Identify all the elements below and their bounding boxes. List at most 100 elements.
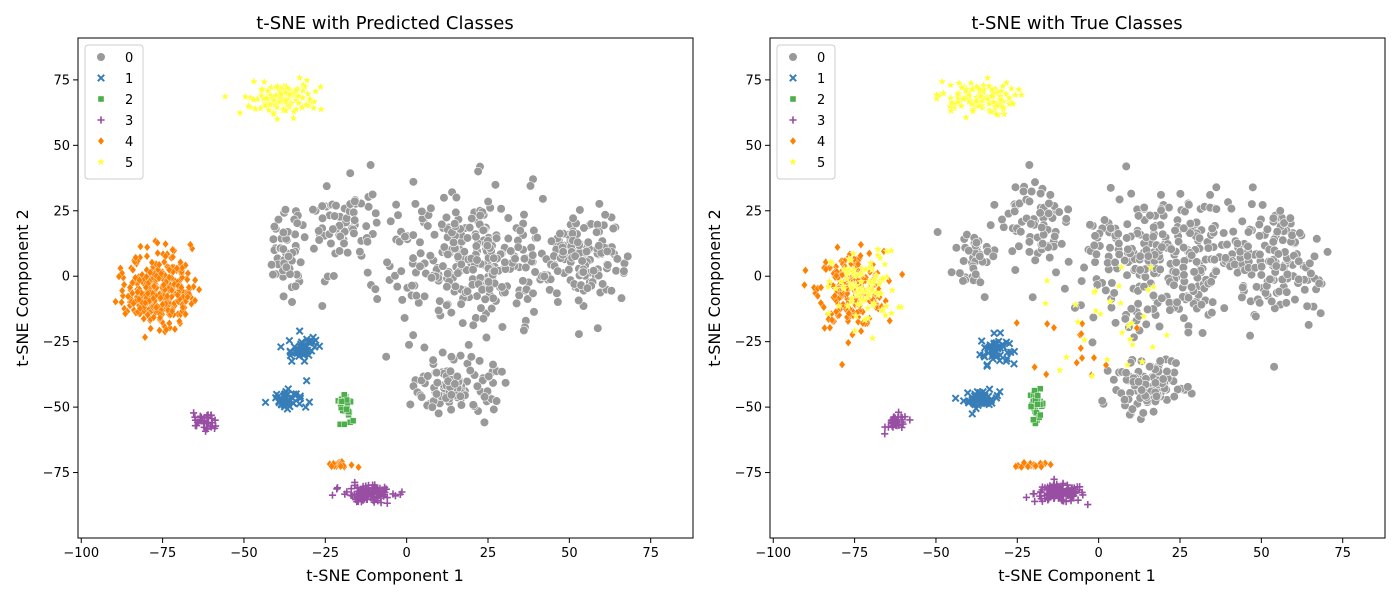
data-point-class-0: [1024, 160, 1034, 170]
data-point-class-0: [1107, 278, 1117, 288]
data-point-class-5: [961, 112, 971, 122]
data-point-class-5: [939, 88, 948, 97]
data-point-class-2: [1037, 411, 1044, 419]
data-point-class-0: [602, 246, 612, 256]
data-point-class-0: [1322, 247, 1333, 257]
data-point-class-0: [396, 266, 406, 276]
data-point-class-3: [1054, 489, 1062, 497]
data-point-class-0: [1016, 227, 1026, 237]
data-point-class-0: [1189, 267, 1199, 277]
data-point-class-4: [148, 258, 156, 267]
data-point-class-0: [468, 320, 478, 330]
data-point-class-0: [322, 181, 332, 191]
data-point-class-0: [278, 227, 289, 238]
data-point-class-4: [120, 280, 128, 289]
data-point-class-0: [480, 294, 490, 304]
data-point-class-0: [1148, 407, 1159, 417]
legend-label: 5: [817, 156, 825, 171]
data-point-class-0: [951, 243, 961, 253]
data-point-class-4: [854, 317, 862, 327]
data-point-class-0: [997, 214, 1007, 225]
data-point-class-0: [1208, 297, 1218, 307]
data-point-class-3: [1058, 497, 1067, 505]
data-point-class-2: [343, 405, 350, 413]
data-point-class-4: [1013, 318, 1021, 328]
data-point-class-0: [483, 197, 493, 207]
data-point-class-0: [575, 205, 585, 215]
x-tick-label: −25: [312, 546, 339, 561]
data-point-class-0: [1064, 257, 1074, 267]
data-point-class-0: [608, 223, 618, 234]
data-point-class-5: [831, 283, 841, 293]
data-point-class-3: [211, 422, 220, 430]
data-point-class-0: [326, 238, 336, 249]
data-point-class-1: [985, 385, 994, 394]
data-point-class-5: [887, 285, 897, 295]
data-point-class-0: [331, 201, 341, 211]
data-point-class-4: [826, 323, 834, 333]
data-point-class-5: [839, 281, 848, 291]
data-point-class-0: [362, 237, 373, 247]
data-point-class-0: [1183, 382, 1193, 392]
data-point-class-5: [826, 257, 836, 266]
data-point-class-5: [272, 81, 282, 91]
legend: 0 1 2 3 4 5: [776, 44, 836, 180]
data-point-class-5: [996, 86, 1006, 95]
data-point-class-0: [349, 228, 359, 238]
data-point-class-5: [882, 301, 891, 310]
data-point-class-0: [370, 284, 380, 294]
data-point-class-4: [134, 287, 142, 297]
data-point-class-4: [187, 299, 195, 309]
data-point-class-3: [192, 416, 200, 424]
data-point-class-0: [518, 276, 528, 286]
data-point-class-0: [349, 207, 359, 218]
data-point-class-3: [352, 495, 360, 504]
data-point-class-5: [1070, 299, 1080, 309]
data-point-class-0: [1103, 366, 1113, 376]
legend-marker-2: [97, 95, 105, 103]
data-point-class-0: [589, 266, 599, 276]
y-axis-ticks: −75 −50 −25 0 25 50 75: [43, 73, 78, 481]
data-point-class-5: [1002, 78, 1011, 87]
data-point-class-0: [558, 247, 568, 257]
data-point-class-5: [971, 96, 981, 105]
y-tick-label: 75: [745, 73, 762, 88]
legend-marker-5: [96, 157, 106, 166]
data-point-class-5: [264, 105, 274, 114]
data-point-class-1: [315, 342, 324, 351]
data-point-class-0: [1171, 267, 1181, 277]
data-point-class-5: [882, 272, 892, 281]
data-point-class-0: [1274, 286, 1284, 297]
data-point-class-0: [980, 292, 990, 302]
data-point-class-0: [1254, 231, 1265, 241]
data-point-class-0: [308, 205, 318, 215]
data-point-class-0: [1314, 278, 1324, 289]
data-point-class-3: [351, 481, 359, 489]
data-point-class-5: [288, 113, 298, 123]
data-point-class-0: [1057, 239, 1067, 249]
data-point-class-5: [880, 310, 890, 320]
data-point-class-0: [497, 322, 508, 332]
data-point-class-5: [1004, 93, 1014, 102]
data-point-class-4: [171, 324, 179, 334]
data-point-class-0: [579, 223, 589, 233]
data-point-class-4: [146, 268, 154, 277]
y-tick-label: −75: [735, 466, 762, 481]
data-point-class-0: [491, 396, 502, 406]
data-point-class-4: [156, 313, 164, 323]
data-point-class-3: [1038, 483, 1047, 491]
data-point-class-4: [166, 323, 174, 333]
data-point-class-0: [1278, 235, 1288, 245]
data-point-class-1: [285, 336, 294, 345]
data-point-class-5: [974, 101, 984, 110]
data-point-class-0: [553, 297, 563, 307]
data-point-class-0: [539, 271, 549, 281]
data-point-class-0: [1114, 194, 1125, 205]
data-point-class-0: [334, 246, 345, 256]
data-point-class-0: [1135, 265, 1145, 275]
data-point-class-2: [349, 417, 357, 424]
data-point-class-5: [850, 326, 860, 335]
data-point-class-5: [311, 86, 321, 96]
data-point-class-1: [286, 351, 295, 360]
data-point-class-0: [475, 210, 485, 221]
